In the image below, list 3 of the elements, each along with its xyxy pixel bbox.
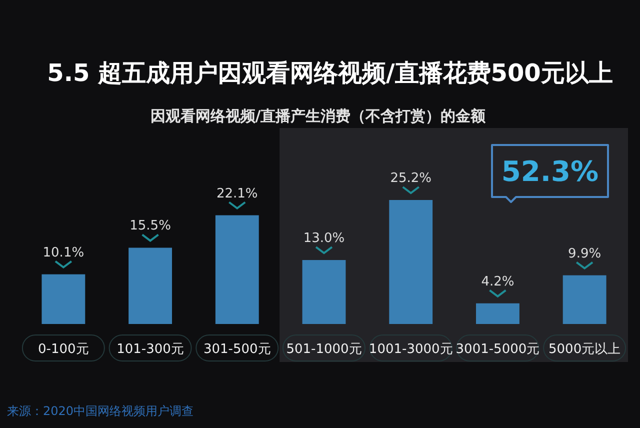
annotation: 来源：2020中国网络视频用户调查 <box>7 404 194 418</box>
title: 5.5 超五成用户因观看网络视频/直播花费500元以上 <box>47 59 613 87</box>
subtitle: 因观看网络视频/直播产生消费（不含打赏）的金额 <box>150 107 486 125</box>
